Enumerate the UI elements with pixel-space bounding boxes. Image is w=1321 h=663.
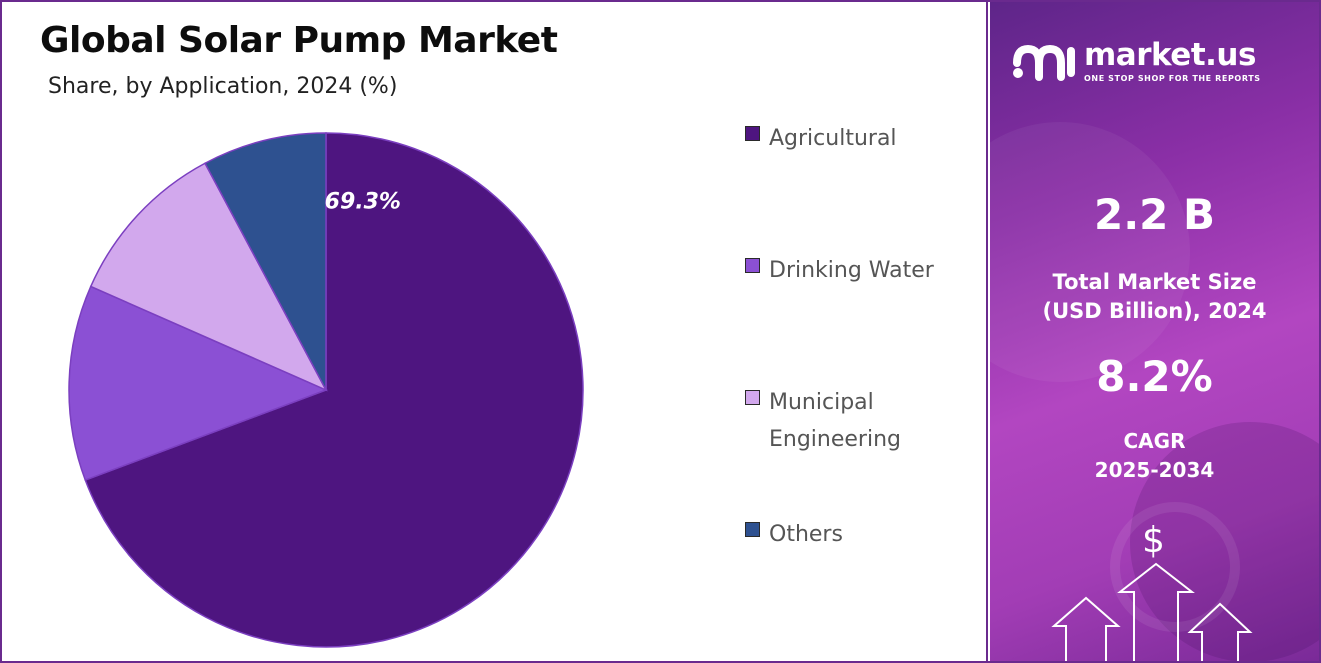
background-decoration [1110,502,1240,632]
chart-title: Global Solar Pump Market [40,20,558,61]
market-us-logo-icon [1013,44,1075,81]
legend-label: Others [769,522,843,547]
market-size-value: 2.2 B [1093,190,1216,239]
legend-swatch [745,390,760,405]
cagr-value: 8.2% [1096,352,1213,401]
legend-label: Drinking Water [769,258,934,283]
pie-data-label: 69.3% [325,190,401,215]
chart-panel: Global Solar Pump Market Share, by Appli… [2,2,988,661]
pie-chart: 69.3% [68,132,584,648]
legend-label: Agricultural [769,126,897,151]
dollar-icon: $ [1142,520,1165,561]
pie-slices [68,132,584,648]
pie-data-labels: 69.3% [325,190,401,215]
pie-slice-others [204,132,327,391]
legend-swatch [745,126,760,141]
background-decoration [990,122,1190,382]
market-size-label: Total Market Size (USD Billion), 2024 [1042,270,1267,324]
legend-label: Municipal Engineering [769,390,901,453]
legend-swatch [745,522,760,537]
chart-subtitle: Share, by Application, 2024 (%) [48,74,398,99]
brand-logo: market.us ONE STOP SHOP FOR THE REPORTS [1012,40,1261,83]
legend-item-drinking-water: Drinking Water [745,252,969,289]
growth-arrows-icon [1051,562,1253,661]
summary-panel: market.us ONE STOP SHOP FOR THE REPORTS … [990,2,1319,661]
brand-name: market.us [1084,37,1256,73]
legend-swatch [745,258,760,273]
cagr-label: CAGR 2025-2034 [1094,429,1215,482]
brand-tagline: ONE STOP SHOP FOR THE REPORTS [1084,74,1261,83]
legend-item-others: Others [745,516,969,553]
pie-slice-agricultural [84,132,584,648]
pie-slice-municipal-engineering [89,162,328,392]
legend-item-municipal-engineering: Municipal Engineering [745,384,969,459]
legend-item-agricultural: Agricultural [745,120,969,157]
pie-slice-drinking-water [68,285,328,482]
